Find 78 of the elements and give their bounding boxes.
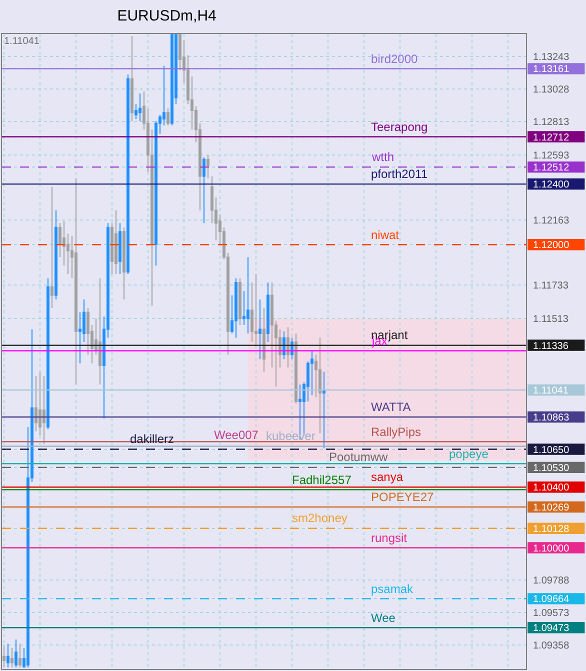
candlestick xyxy=(2,645,6,668)
ref-line-label: Teerapong xyxy=(371,120,428,134)
y-tick-label: 1.12163 xyxy=(533,215,570,226)
ref-line-label: Pootumww xyxy=(329,450,388,464)
y-tick-label: 1.13161 xyxy=(533,64,570,76)
candlestick xyxy=(42,376,46,444)
y-tick-label: 1.12400 xyxy=(533,180,570,191)
y-tick-label: 1.12593 xyxy=(533,150,570,162)
candlestick xyxy=(50,186,54,308)
candlestick xyxy=(202,156,206,224)
candlestick xyxy=(254,274,258,347)
y-tick-label: 1.12512 xyxy=(533,162,570,174)
candlestick xyxy=(122,226,126,300)
candlestick xyxy=(246,256,250,334)
y-tick-label: 1.12712 xyxy=(533,132,570,144)
y-tick-label: 1.11733 xyxy=(533,280,569,292)
ref-line-label: POPEYE27 xyxy=(371,490,434,504)
y-tick-label: 1.10269 xyxy=(533,502,570,514)
ref-line-label: RallyPips xyxy=(371,425,422,439)
ref-line-label: sanya xyxy=(371,470,404,484)
candlestick xyxy=(166,108,170,126)
y-tick-label: 1.09358 xyxy=(533,640,570,652)
ref-line-label: WATTA xyxy=(371,400,411,414)
candlestick xyxy=(6,643,10,668)
ref-line-label: Wee xyxy=(371,611,396,625)
ref-line-label: Fadhil2557 xyxy=(292,473,352,487)
candlestick xyxy=(286,326,290,368)
y-tick-label: 1.10000 xyxy=(533,543,570,554)
y-tick-label: 1.12000 xyxy=(533,240,570,252)
y-tick-label: 1.11336 xyxy=(533,340,569,352)
ref-line-label: rungsit xyxy=(371,531,408,545)
candlestick xyxy=(266,282,270,342)
ref-line-label: sm2honey xyxy=(292,511,348,525)
y-tick-label: 1.10650 xyxy=(533,444,570,456)
y-tick-label: 1.09664 xyxy=(533,594,570,606)
y-tick-label: 1.09573 xyxy=(533,608,570,619)
candlestick xyxy=(294,332,298,404)
candlestick xyxy=(98,278,102,386)
candlestick xyxy=(262,308,266,372)
y-tick-label: 1.11513 xyxy=(533,314,569,325)
y-tick-label: 1.10128 xyxy=(533,524,570,535)
candlestick xyxy=(10,647,14,668)
y-tick-label: 1.09788 xyxy=(533,575,570,586)
candlestick xyxy=(34,376,38,432)
ref-line-label: niwat xyxy=(371,228,400,242)
ref-line-label: pforth2011 xyxy=(371,167,428,181)
candlestick xyxy=(126,74,130,275)
candlestick xyxy=(258,299,262,360)
chart-title: EURUSDm,H4 xyxy=(117,8,216,25)
y-tick-label: 1.11041 xyxy=(533,385,569,396)
candlestick xyxy=(54,210,58,300)
candlestick xyxy=(18,643,22,668)
candlestick xyxy=(14,638,18,668)
y-tick-label: 1.13028 xyxy=(533,84,570,96)
ref-line-label: popeye xyxy=(449,447,489,461)
annotation: Wee007 xyxy=(214,428,259,442)
candlestick xyxy=(206,154,210,179)
ref-line-label: psamak xyxy=(371,582,414,596)
candlestick xyxy=(118,222,122,275)
candlestick xyxy=(114,210,118,275)
candlestick xyxy=(130,36,134,122)
y-tick-label: 1.10863 xyxy=(533,412,570,424)
candlestick xyxy=(234,278,238,338)
y-tick-label: 1.10530 xyxy=(533,462,570,474)
y-tick-label: 1.12813 xyxy=(533,116,570,128)
candlestick xyxy=(322,371,326,449)
ref-line-label: wtth xyxy=(371,150,394,164)
y-tick-label: 1.10400 xyxy=(533,482,570,494)
candlestick xyxy=(170,34,174,126)
annotation: 1.11041 xyxy=(4,36,40,47)
candlestick xyxy=(46,278,50,430)
candlestick xyxy=(74,178,78,386)
candlestick xyxy=(238,278,242,326)
y-tick-label: 1.13243 xyxy=(533,52,570,63)
ref-line-label: bird2000 xyxy=(371,52,418,66)
candlestick xyxy=(138,93,142,122)
y-tick-label: 1.09473 xyxy=(533,623,570,634)
candlestick xyxy=(318,337,322,434)
